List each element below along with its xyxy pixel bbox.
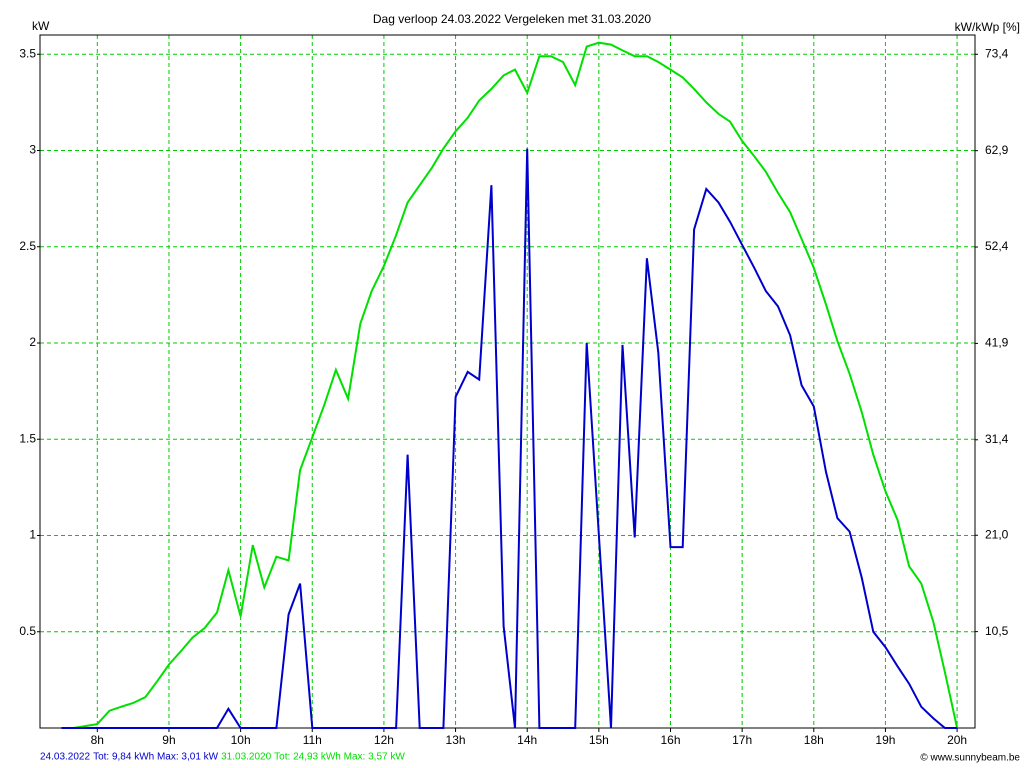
y-tick-label: 3 [29,143,36,157]
x-tick-label: 8h [91,733,104,747]
y2-tick-label: 62,9 [985,143,1009,157]
legend-name: 24.03.2022 [40,752,90,763]
y-tick-label: 1 [29,528,36,542]
legend-summary: Tot: 9,84 kWh Max: 3,01 kW [93,752,219,763]
chart-title: Dag verloop 24.03.2022 Vergeleken met 31… [373,12,652,26]
y-tick-label: 2.5 [19,239,36,253]
series-line [61,41,959,729]
y2-tick-label: 73,4 [985,46,1009,60]
legend-summary: Tot: 24,93 kWh Max: 3,57 kW [274,752,405,763]
y-axis-label: kW [32,19,50,33]
x-tick-label: 18h [804,733,824,747]
x-tick-label: 15h [589,733,609,747]
y2-tick-label: 10,5 [985,624,1009,638]
y2-tick-label: 31,4 [985,432,1009,446]
y2-tick-label: 52,4 [985,239,1009,253]
x-tick-label: 16h [660,733,680,747]
copyright: © www.sunnybeam.be [920,753,1020,764]
x-tick-label: 19h [875,733,895,747]
x-tick-label: 17h [732,733,752,747]
y-tick-label: 0.5 [19,624,36,638]
x-tick-label: 9h [162,733,175,747]
series-line [61,148,958,729]
x-tick-label: 11h [303,733,322,747]
x-tick-label: 14h [517,733,537,747]
x-tick-label: 13h [446,733,466,747]
y-tick-label: 1.5 [19,431,36,445]
plot-frame [39,34,976,729]
x-tick-label: 10h [231,733,251,747]
x-tick-label: 12h [374,733,394,747]
y2-tick-label: 21,0 [985,527,1009,541]
y2-tick-label: 41,9 [985,336,1009,350]
y-tick-label: 2 [29,335,36,349]
y2-axis-label: kW/kWp [%] [955,20,1020,34]
x-tick-label: 20h [947,733,967,747]
y-tick-label: 3.5 [19,46,36,60]
legend-name: 31.03.2020 [221,752,271,763]
